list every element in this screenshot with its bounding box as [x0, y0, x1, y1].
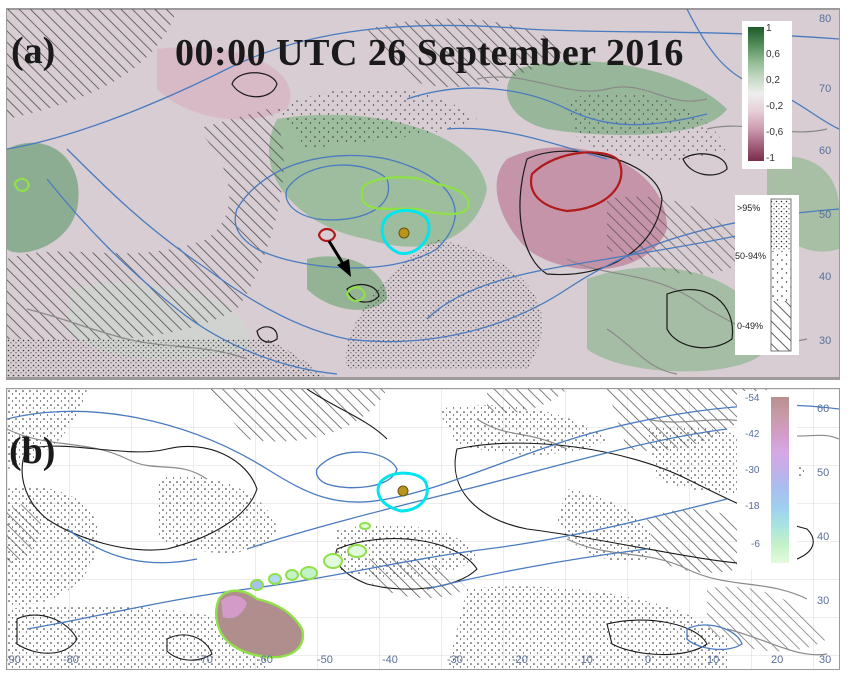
lat-tick: 50: [817, 467, 830, 479]
cbar-b-label: -18: [745, 501, 760, 512]
panel-a-map-canvas: [7, 9, 839, 379]
lat-tick: 80: [819, 13, 832, 25]
lon-tick: -80: [63, 654, 79, 666]
lat-tick: 60: [819, 145, 832, 157]
cbar-a-label: 1: [766, 23, 772, 34]
cbar-a-label: -0,6: [766, 127, 784, 138]
negative-anomaly-contour: [529, 151, 623, 213]
panel-a-title: 00:00 UTC 26 September 2016: [175, 32, 684, 74]
stipple-legend-label: >95%: [737, 203, 761, 213]
lon-tick: 30: [819, 654, 832, 666]
lon-tick: 0: [645, 654, 652, 666]
panel-a-label: (a): [11, 30, 56, 72]
cbar-a-label: -1: [766, 153, 775, 164]
lat-tick: 40: [817, 531, 830, 543]
cbar-b-label: -42: [745, 429, 760, 440]
lon-tick: 20: [771, 654, 784, 666]
cyclone-track-contour: [380, 208, 431, 255]
cbar-a-label: 0,2: [766, 75, 780, 86]
lat-tick: 60: [817, 403, 830, 415]
lat-tick: 30: [819, 335, 832, 347]
cyclone-center-marker-b: [397, 485, 409, 497]
cbar-a-label: -0,2: [766, 101, 784, 112]
cbar-a-label: 0,6: [766, 49, 780, 60]
lon-tick: -90: [6, 654, 21, 666]
precip-streak-cells: [250, 522, 371, 591]
cyclone-center-marker: [398, 227, 410, 239]
panel-a-colorbar: 1 0,6 0,2 -0,2 -0,6 -1: [742, 21, 792, 169]
cyclone-track-contour-b: [376, 471, 429, 513]
lon-tick: -40: [382, 654, 398, 666]
lon-tick: -70: [197, 654, 213, 666]
lon-tick: -30: [447, 654, 463, 666]
panel-b-label: (b): [9, 430, 56, 472]
panel-b-map-canvas: [7, 389, 839, 669]
panel-a-map: (a) 00:00 UTC 26 September 2016 1 0,6 0,…: [6, 8, 840, 380]
panel-a-colorbar-gradient: [748, 27, 764, 161]
cbar-b-label: -54: [745, 393, 760, 404]
movement-arrow-icon: [327, 240, 351, 277]
panel-b-colorbar: -54 -42 -30 -18 -6: [737, 391, 797, 569]
stipple-legend-label: 0-49%: [737, 321, 764, 331]
lon-tick: -50: [317, 654, 333, 666]
panel-b-colorbar-gradient: [771, 397, 789, 563]
panel-b-map: (b) -54 -42 -30 -18 -6 60 50 40 30 -90 -…: [6, 388, 840, 670]
lat-tick: 30: [817, 595, 830, 607]
positive-anomaly-contour: [360, 176, 471, 216]
lat-tick: 50: [819, 209, 832, 221]
lon-tick: -20: [512, 654, 528, 666]
lon-tick: -60: [257, 654, 273, 666]
lon-tick: -10: [577, 654, 593, 666]
stipple-legend-label: 50-94%: [735, 251, 767, 261]
lat-tick: 40: [819, 271, 832, 283]
cbar-b-label: -6: [751, 539, 760, 550]
lat-tick: 70: [819, 83, 832, 95]
stipple-legend: >95% 50-94% 0-49%: [735, 195, 799, 355]
cbar-b-label: -30: [745, 465, 760, 476]
lon-tick: 10: [707, 654, 720, 666]
